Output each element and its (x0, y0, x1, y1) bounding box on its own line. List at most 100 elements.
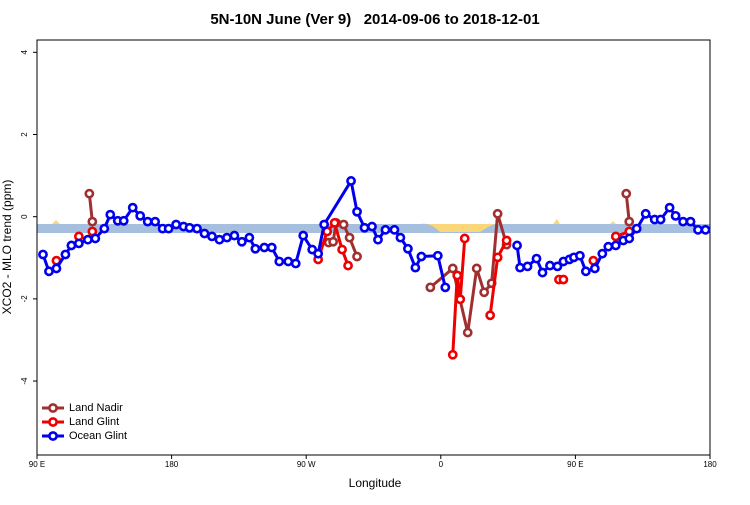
legend-label: Ocean Glint (69, 430, 127, 442)
point (685, 216, 696, 227)
y-tick-label: 0 (20, 214, 29, 219)
point (501, 235, 512, 246)
point (359, 222, 370, 233)
point (290, 258, 301, 269)
point (395, 232, 406, 243)
legend-marker (48, 417, 58, 427)
point (44, 266, 54, 277)
point (338, 219, 349, 230)
legend-marker (48, 431, 58, 441)
point (610, 240, 621, 251)
point (367, 221, 377, 232)
point (678, 216, 688, 227)
point (99, 223, 110, 234)
point (531, 253, 542, 264)
point (118, 215, 129, 226)
point (319, 219, 330, 230)
point (621, 188, 632, 199)
point (425, 282, 436, 293)
point (142, 216, 153, 227)
point (105, 209, 116, 220)
point (410, 262, 421, 273)
x-tick-label: 180 (165, 460, 179, 469)
point (244, 232, 255, 243)
point (274, 256, 285, 267)
point (492, 208, 503, 219)
point (352, 251, 362, 262)
point (199, 228, 210, 239)
point (66, 240, 77, 251)
point (447, 263, 458, 274)
point (236, 236, 247, 247)
x-tick-label: 180 (703, 460, 717, 469)
point (84, 188, 95, 199)
point (655, 214, 666, 225)
point (313, 248, 324, 259)
point (82, 234, 93, 245)
point (337, 244, 347, 255)
point (447, 349, 458, 360)
x-axis-label: Longitude (349, 476, 402, 490)
point (597, 248, 608, 259)
point (259, 242, 270, 253)
point (492, 252, 503, 263)
legend-label: Land Glint (69, 416, 119, 428)
point (574, 250, 585, 261)
y-tick-label: 4 (20, 50, 29, 55)
point (171, 219, 181, 230)
point (135, 210, 146, 221)
point (51, 263, 62, 274)
point (624, 233, 635, 244)
point (485, 310, 496, 321)
x-tick-label: 90 E (29, 460, 45, 469)
point (163, 223, 174, 234)
band-highlight (420, 223, 500, 232)
point (664, 202, 675, 213)
point (90, 233, 101, 244)
point (700, 224, 711, 235)
point (471, 263, 482, 274)
point (459, 233, 470, 244)
point (603, 241, 614, 252)
point (344, 232, 355, 243)
point (150, 216, 161, 227)
point (352, 206, 362, 217)
plot-frame (36, 39, 711, 456)
point (462, 327, 473, 338)
point (545, 260, 555, 271)
point (373, 234, 383, 245)
point (192, 223, 202, 234)
point (558, 274, 569, 285)
y-axis-label: XCO2 - MLO trend (ppm) (0, 180, 14, 315)
point (515, 262, 525, 273)
point (207, 231, 217, 242)
band-highlight (52, 219, 616, 224)
point (631, 223, 642, 234)
point (522, 261, 533, 272)
point (214, 234, 225, 245)
point (432, 250, 443, 261)
point (452, 270, 463, 281)
x-tick-label: 90 E (567, 460, 583, 469)
point (670, 210, 681, 221)
chart-title: 5N-10N June (Ver 9) 2014-09-06 to 2018-1… (210, 11, 539, 28)
point (389, 224, 400, 235)
x-tick-label: 0 (439, 460, 444, 469)
point (343, 260, 353, 271)
point (455, 294, 466, 305)
point (537, 267, 548, 278)
point (38, 249, 48, 260)
point (416, 251, 427, 262)
point (73, 238, 84, 249)
point (222, 232, 232, 243)
point (328, 236, 339, 247)
point (184, 222, 195, 233)
point (610, 231, 621, 242)
point (624, 216, 635, 227)
point (250, 243, 261, 254)
point (402, 243, 413, 254)
legend-label: Land Nadir (69, 402, 123, 414)
point (60, 249, 71, 260)
